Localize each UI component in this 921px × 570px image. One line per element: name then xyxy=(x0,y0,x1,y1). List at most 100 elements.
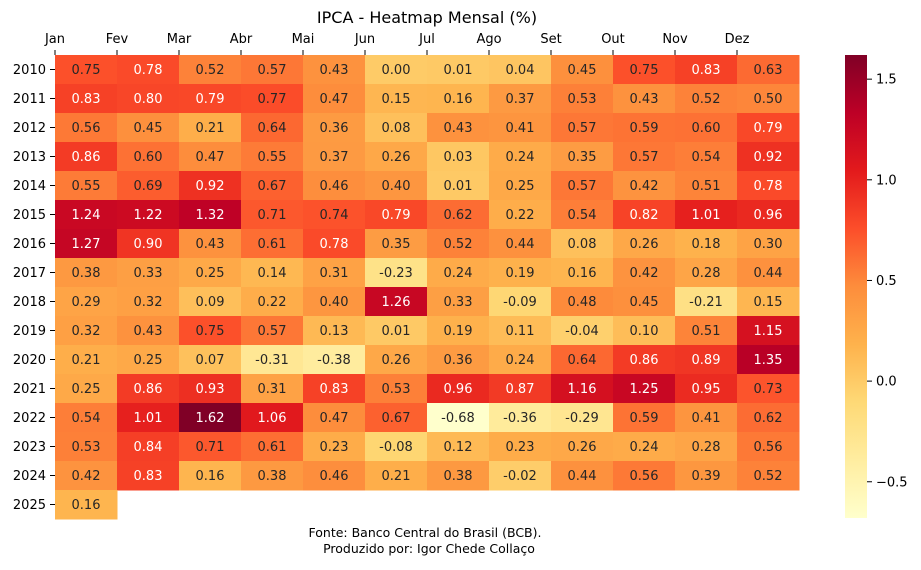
cell-value-label: 0.79 xyxy=(382,208,411,223)
heatmap-cell xyxy=(179,258,242,288)
heatmap-cell xyxy=(55,432,118,462)
heatmap-cell xyxy=(613,403,676,433)
cell-value-label: 0.23 xyxy=(320,440,349,455)
heatmap-cell xyxy=(737,84,800,114)
heatmap-cell xyxy=(489,113,552,143)
cell-value-label: 0.28 xyxy=(692,440,721,455)
heatmap-cell xyxy=(179,287,242,317)
heatmap-cell xyxy=(241,229,304,259)
cell-value-label: 0.54 xyxy=(568,208,597,223)
heatmap-cells: 0.75 0.78 0.52 0.57 0.43 0.00 0.01 0.04 0.45 0.75… xyxy=(55,55,800,520)
cell-value-label: 0.51 xyxy=(692,179,721,194)
y-tick-label: 2012 xyxy=(13,121,46,136)
heatmap-cell xyxy=(55,113,118,143)
heatmap-cell xyxy=(489,461,552,491)
cell-value-label: -0.36 xyxy=(503,411,537,426)
heatmap-cell xyxy=(179,316,242,346)
heatmap-cell xyxy=(613,200,676,230)
cell-value-label: 0.38 xyxy=(444,469,473,484)
heatmap-cell xyxy=(427,113,490,143)
y-tick-label: 2017 xyxy=(13,266,46,281)
cell-value-label: 0.83 xyxy=(692,63,721,78)
heatmap-cell xyxy=(55,403,118,433)
cell-value-label: 0.24 xyxy=(444,266,473,281)
cell-value-label: 0.14 xyxy=(258,266,287,281)
cell-value-label: 0.52 xyxy=(692,92,721,107)
cell-value-label: 0.16 xyxy=(72,498,101,513)
cell-value-label: 0.46 xyxy=(320,179,349,194)
cell-value-label: 0.21 xyxy=(72,353,101,368)
y-tick-label: 2014 xyxy=(13,179,46,194)
heatmap-cell xyxy=(179,171,242,201)
y-axis-ticks: 2010 2011 2012 2013 2014 2015 2016 2017 2018 2019… xyxy=(13,63,55,513)
colorbar-tick-label: 0.0 xyxy=(876,375,897,390)
cell-value-label: 0.40 xyxy=(382,179,411,194)
heatmap-cell xyxy=(489,316,552,346)
heatmap-cell xyxy=(427,258,490,288)
cell-value-label: 0.26 xyxy=(382,150,411,165)
heatmap-cell xyxy=(675,432,738,462)
heatmap-cell xyxy=(737,171,800,201)
heatmap-cell xyxy=(117,258,180,288)
heatmap-cell xyxy=(365,200,428,230)
cell-value-label: 0.43 xyxy=(320,63,349,78)
cell-value-label: 1.06 xyxy=(258,411,287,426)
cell-value-label: 0.19 xyxy=(444,324,473,339)
cell-value-label: 0.15 xyxy=(382,92,411,107)
heatmap-cell xyxy=(427,345,490,375)
cell-value-label: 0.44 xyxy=(506,237,535,252)
heatmap-cell xyxy=(365,55,428,85)
cell-value-label: 1.32 xyxy=(196,208,225,223)
heatmap-cell xyxy=(613,229,676,259)
heatmap-cell xyxy=(365,403,428,433)
heatmap-cell xyxy=(117,229,180,259)
cell-value-label: -0.09 xyxy=(503,295,537,310)
y-tick-label: 2015 xyxy=(13,208,46,223)
heatmap-cell xyxy=(737,200,800,230)
cell-value-label: 0.71 xyxy=(196,440,225,455)
heatmap-cell xyxy=(241,171,304,201)
cell-value-label: 0.64 xyxy=(258,121,287,136)
cell-value-label: 0.93 xyxy=(196,382,225,397)
heatmap-cell xyxy=(179,84,242,114)
cell-value-label: -0.23 xyxy=(379,266,413,281)
heatmap-cell xyxy=(427,84,490,114)
colorbar-gradient xyxy=(845,55,867,518)
heatmap-cell xyxy=(613,345,676,375)
heatmap-cell xyxy=(241,403,304,433)
heatmap-cell xyxy=(427,461,490,491)
cell-value-label: 0.36 xyxy=(444,353,473,368)
cell-value-label: -0.04 xyxy=(565,324,599,339)
cell-value-label: 0.24 xyxy=(506,353,535,368)
x-tick-label: Nov xyxy=(662,32,688,47)
heatmap-cell xyxy=(303,142,366,172)
heatmap-cell xyxy=(179,461,242,491)
heatmap-cell xyxy=(241,200,304,230)
cell-value-label: 0.15 xyxy=(754,295,783,310)
heatmap-cell xyxy=(737,403,800,433)
cell-value-label: 1.27 xyxy=(72,237,101,252)
heatmap-cell xyxy=(489,84,552,114)
cell-value-label: 0.32 xyxy=(72,324,101,339)
cell-value-label: 0.50 xyxy=(754,92,783,107)
cell-value-label: 0.41 xyxy=(506,121,535,136)
heatmap-cell xyxy=(551,84,614,114)
heatmap-cell xyxy=(241,84,304,114)
cell-value-label: 0.78 xyxy=(134,63,163,78)
cell-value-label: 0.54 xyxy=(692,150,721,165)
heatmap-cell xyxy=(179,345,242,375)
heatmap-cell xyxy=(117,374,180,404)
heatmap-cell xyxy=(117,316,180,346)
heatmap-cell xyxy=(551,316,614,346)
colorbar: 1.5 1.0 0.5 0.0 −0.5 xyxy=(845,55,908,518)
cell-value-label: 0.61 xyxy=(258,440,287,455)
heatmap-cell xyxy=(613,113,676,143)
heatmap-cell xyxy=(427,171,490,201)
heatmap-cell xyxy=(489,374,552,404)
heatmap-cell xyxy=(303,55,366,85)
heatmap-cell xyxy=(737,229,800,259)
cell-value-label: 0.96 xyxy=(444,382,473,397)
heatmap-cell xyxy=(613,84,676,114)
heatmap-cell xyxy=(551,258,614,288)
heatmap-cell xyxy=(117,171,180,201)
